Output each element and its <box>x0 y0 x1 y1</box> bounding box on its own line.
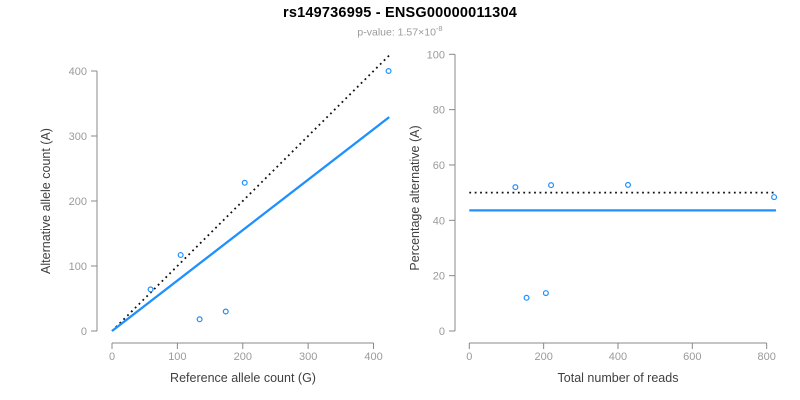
y-tick-label: 40 <box>433 215 445 227</box>
x-tick-label: 300 <box>299 351 317 363</box>
pvalue-exponent: -8 <box>435 24 443 33</box>
data-point <box>548 182 555 189</box>
x-axis-title: Total number of reads <box>558 371 679 385</box>
y-tick-label: 0 <box>439 326 445 338</box>
y-tick-label: 100 <box>427 49 445 61</box>
data-point <box>222 308 229 315</box>
x-tick-label: 200 <box>234 351 252 363</box>
x-tick-label: 100 <box>168 351 186 363</box>
data-point <box>385 67 392 74</box>
x-tick-label: 800 <box>757 351 775 363</box>
data-point <box>512 184 519 191</box>
data-point <box>177 251 184 258</box>
x-tick-label: 0 <box>109 351 115 363</box>
y-tick-label: 60 <box>433 160 445 172</box>
y-tick-label: 300 <box>69 131 87 143</box>
data-point <box>771 194 778 201</box>
y-tick-label: 200 <box>69 196 87 208</box>
pvalue-text: p-value: 1.57×10 <box>357 26 436 39</box>
data-point <box>523 294 530 301</box>
y-tick-label: 80 <box>433 105 445 117</box>
x-axis-title: Reference allele count (G) <box>170 371 316 385</box>
y-tick-label: 0 <box>81 326 87 338</box>
y-axis-title: Percentage alternative (A) <box>408 125 422 270</box>
data-point <box>241 179 248 186</box>
y-tick-label: 100 <box>69 261 87 273</box>
data-point <box>196 316 203 323</box>
figure-header: rs149736995 - ENSG00000011304 p-value: 1… <box>0 5 800 39</box>
data-point <box>625 181 632 188</box>
x-tick-label: 400 <box>609 351 627 363</box>
identity-line <box>111 54 391 332</box>
y-tick-label: 400 <box>69 66 87 78</box>
x-tick-label: 400 <box>364 351 382 363</box>
x-tick-label: 0 <box>466 351 472 363</box>
x-tick-label: 200 <box>534 351 552 363</box>
plot-subtitle: p-value: 1.57×10-8 <box>0 24 800 39</box>
y-tick-label: 20 <box>433 271 445 283</box>
x-tick-label: 600 <box>683 351 701 363</box>
y-axis-title: Alternative allele count (A) <box>39 128 53 274</box>
data-point <box>542 290 549 297</box>
plot-title: rs149736995 - ENSG00000011304 <box>283 5 517 21</box>
data-point <box>147 286 154 293</box>
regression-line <box>111 116 390 332</box>
